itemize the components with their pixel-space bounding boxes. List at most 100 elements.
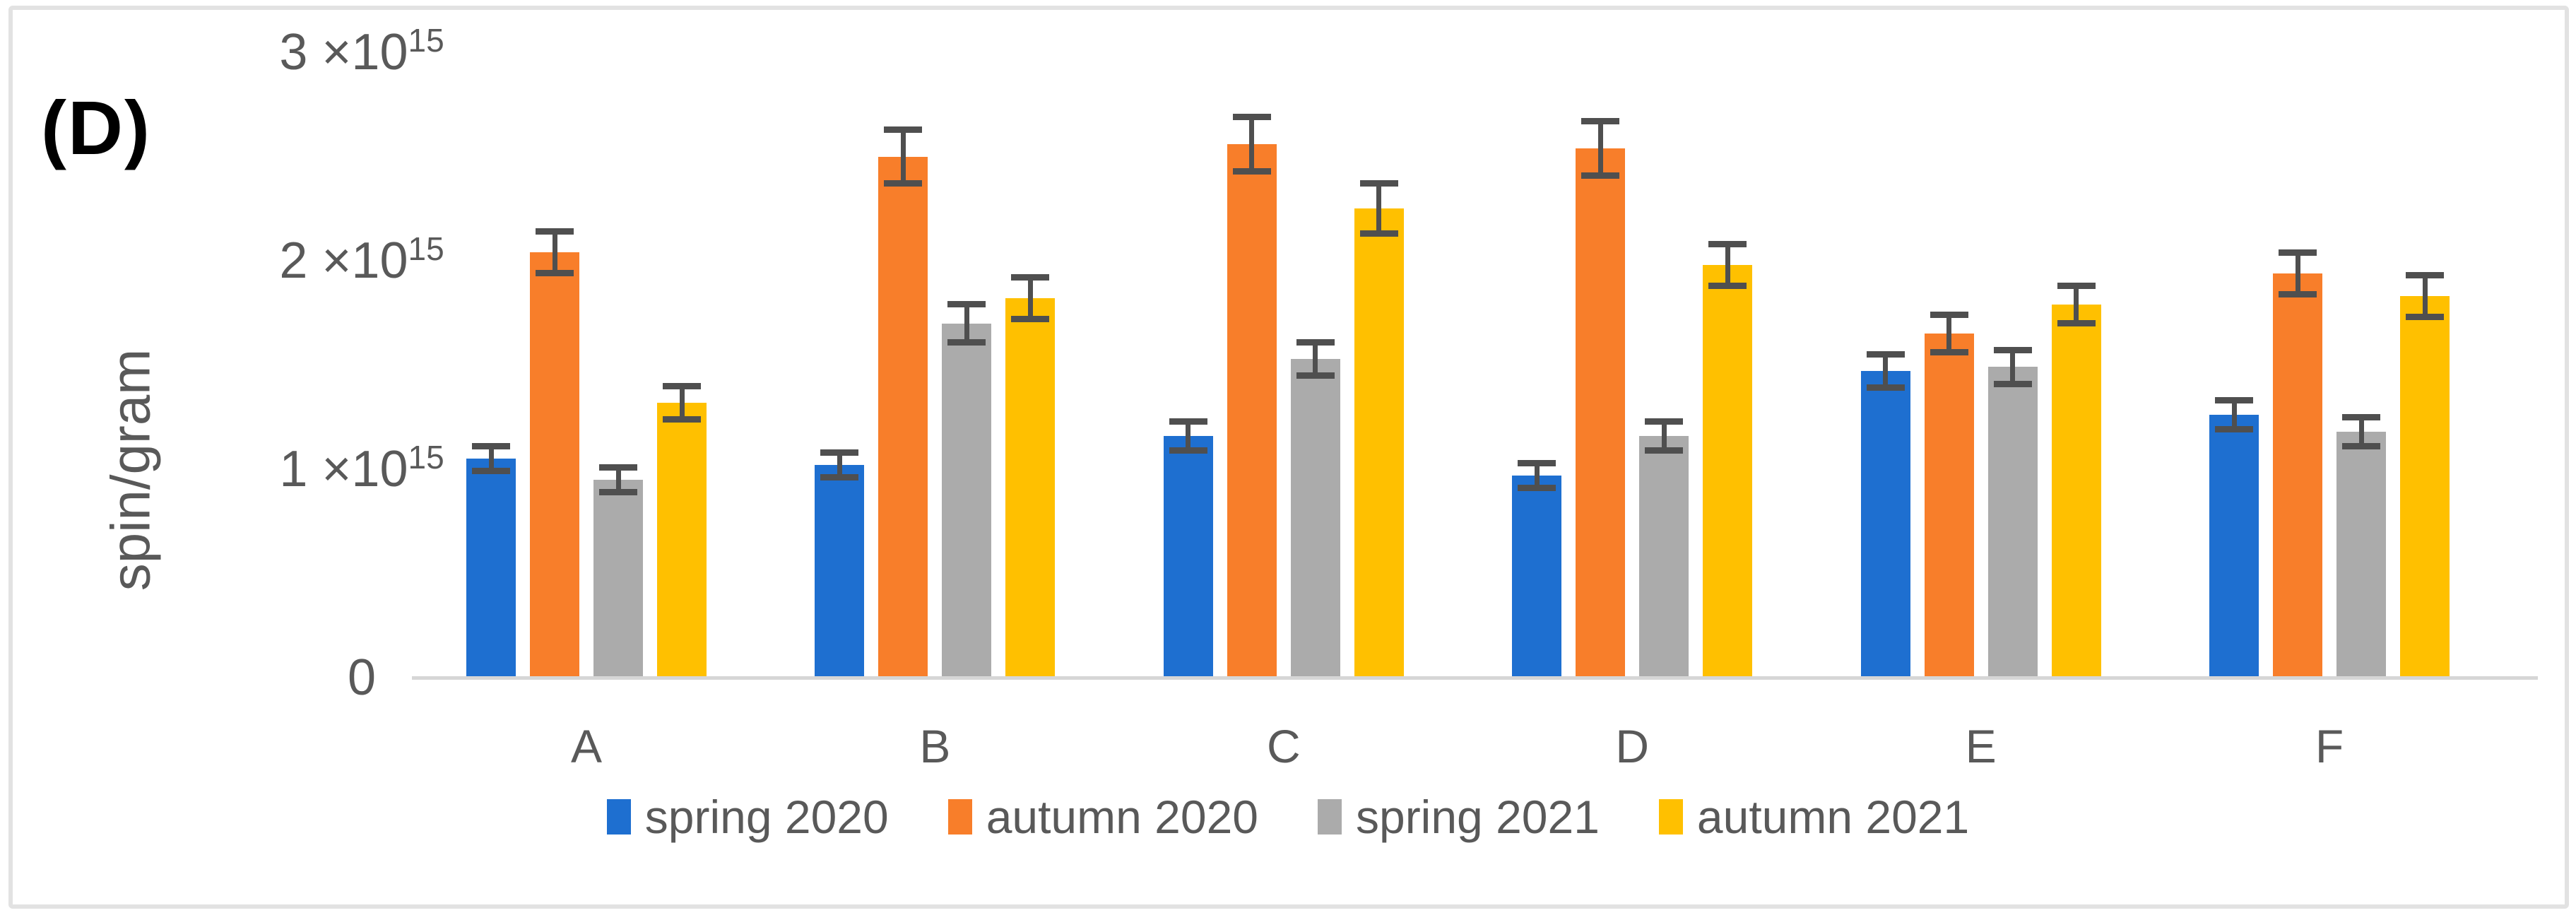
error-bar-autumn-2021-E: [2074, 285, 2079, 324]
error-bar-cap: [1993, 380, 2032, 387]
bar-autumn-2020-E: [1924, 334, 1974, 678]
error-bar-cap: [536, 270, 574, 277]
bar-spring-2020-B: [815, 465, 865, 678]
error-bar-cap: [1930, 312, 1968, 319]
error-bar-cap: [1359, 180, 1398, 187]
legend-marker-icon: [947, 799, 972, 835]
error-bar-spring-2020-C: [1186, 421, 1191, 451]
bar-autumn-2020-D: [1576, 148, 1626, 678]
bar-spring-2021-B: [942, 323, 992, 678]
bar-spring-2021-C: [1290, 358, 1340, 678]
y-tick-label: 0: [347, 649, 377, 706]
error-bar-cap: [1232, 113, 1271, 120]
error-bar-cap: [1169, 418, 1207, 425]
legend-item-autumn-2020: autumn 2020: [947, 790, 1258, 844]
bar-spring-2021-A: [593, 479, 643, 678]
error-bar-cap: [1518, 485, 1556, 492]
error-bar-cap: [663, 382, 701, 389]
bar-autumn-2021-A: [657, 402, 707, 678]
y-axis-title: spin/gram: [99, 348, 162, 591]
error-bar-cap: [2057, 282, 2096, 289]
error-bar-cap: [1581, 117, 1620, 124]
error-bar-cap: [2342, 413, 2380, 420]
bar-spring-2021-F: [2336, 431, 2386, 678]
error-bar-spring-2020-B: [837, 452, 842, 478]
error-bar-cap: [2406, 272, 2444, 279]
error-bar-cap: [472, 468, 510, 475]
error-bar-cap: [663, 415, 701, 423]
bar-spring-2020-A: [466, 459, 516, 678]
error-bar-cap: [2215, 397, 2253, 404]
error-bar-autumn-2020-E: [1946, 314, 1952, 353]
error-bar-spring-2021-D: [1661, 421, 1667, 451]
error-bar-spring-2020-E: [1883, 354, 1889, 388]
legend-marker-icon: [1658, 799, 1683, 835]
bar-autumn-2021-E: [2051, 304, 2101, 678]
legend: spring 2020 autumn 2020 spring 2021 autumn …: [0, 789, 2576, 845]
error-bar-cap: [884, 126, 923, 133]
error-bar-spring-2021-C: [1313, 342, 1318, 376]
error-bar-cap: [947, 338, 986, 346]
bar-spring-2020-D: [1512, 475, 1562, 678]
bar-autumn-2021-C: [1354, 208, 1404, 678]
bar-spring-2021-D: [1639, 435, 1689, 678]
error-bar-cap: [1296, 372, 1335, 379]
error-bar-cap: [1011, 316, 1050, 323]
error-bar-autumn-2021-F: [2422, 275, 2428, 317]
error-bar-spring-2021-F: [2358, 417, 2364, 447]
error-bar-cap: [2406, 314, 2444, 321]
error-bar-cap: [947, 301, 986, 308]
error-bar-cap: [1296, 338, 1335, 346]
error-bar-spring-2021-B: [964, 304, 969, 343]
bar-autumn-2021-F: [2400, 296, 2450, 678]
bar-autumn-2020-A: [530, 252, 579, 678]
error-bar-cap: [1581, 172, 1620, 179]
error-bar-cap: [1518, 459, 1556, 466]
y-tick-label: 2 ×1015: [279, 230, 444, 289]
error-bar-autumn-2020-F: [2295, 252, 2300, 295]
x-axis-label-E: E: [1965, 720, 1997, 772]
y-tick-label: 3 ×1015: [279, 22, 444, 81]
bar-autumn-2020-B: [878, 156, 928, 678]
error-bar-cap: [1169, 447, 1207, 454]
error-bar-cap: [1993, 347, 2032, 354]
error-bar-cap: [1930, 349, 1968, 356]
error-bar-spring-2021-A: [615, 467, 621, 493]
error-bar-autumn-2021-B: [1027, 277, 1033, 319]
error-bar-cap: [1866, 351, 1905, 358]
legend-marker-icon: [1318, 799, 1342, 835]
error-bar-spring-2020-D: [1534, 463, 1540, 488]
error-bar-autumn-2020-B: [900, 129, 906, 184]
legend-label: spring 2020: [644, 791, 889, 843]
legend-marker-icon: [606, 799, 631, 835]
bar-autumn-2020-F: [2273, 273, 2322, 678]
error-bar-cap: [1359, 230, 1398, 237]
error-bar-cap: [2279, 249, 2317, 256]
error-bar-autumn-2021-A: [679, 386, 685, 420]
error-bar-spring-2020-A: [488, 446, 494, 471]
legend-label: autumn 2020: [986, 791, 1258, 843]
error-bar-cap: [1645, 447, 1684, 454]
y-tick-label: 1 ×1015: [279, 439, 444, 497]
error-bar-cap: [2057, 320, 2096, 326]
error-bar-cap: [1232, 167, 1271, 175]
bar-spring-2020-F: [2209, 415, 2259, 678]
error-bar-cap: [472, 443, 510, 450]
x-axis-label-A: A: [570, 720, 603, 772]
error-bar-cap: [1708, 240, 1747, 247]
x-axis-line: [412, 676, 2538, 680]
bar-autumn-2021-D: [1703, 264, 1753, 678]
error-bar-cap: [536, 228, 574, 235]
error-bar-autumn-2020-D: [1597, 121, 1603, 176]
error-bar-cap: [599, 464, 637, 471]
bar-spring-2020-C: [1163, 435, 1213, 678]
x-axis-label-C: C: [1266, 720, 1301, 772]
error-bar-autumn-2021-C: [1376, 183, 1382, 234]
error-bar-autumn-2021-D: [1725, 244, 1730, 286]
x-axis-label-F: F: [2315, 720, 2344, 772]
error-bar-cap: [1866, 384, 1905, 391]
error-bar-autumn-2020-A: [552, 231, 557, 273]
panel-label: (D): [41, 85, 151, 170]
bar-spring-2020-E: [1860, 371, 1910, 678]
